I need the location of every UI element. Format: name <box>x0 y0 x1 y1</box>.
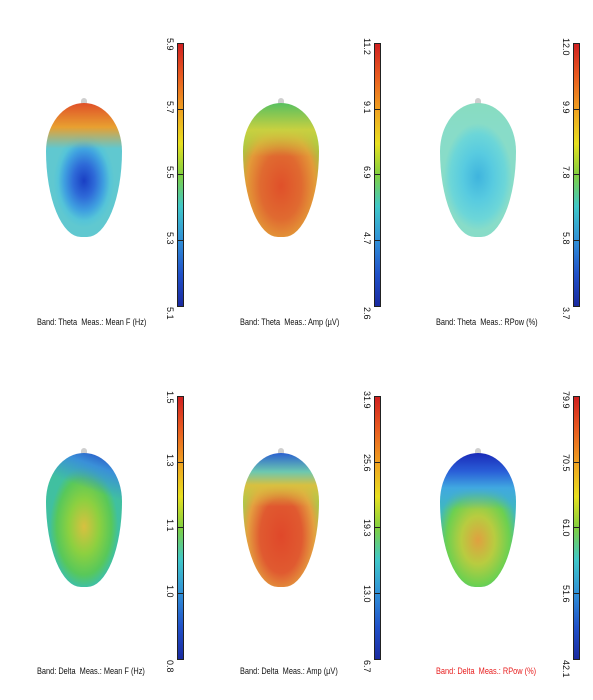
scalp-topomap <box>440 453 516 587</box>
color-scale-tick-label: 5.1 <box>165 307 175 320</box>
color-scale-tick-mark <box>178 527 183 528</box>
head-nose-marker <box>475 448 481 455</box>
color-scale-tick-label: 9.1 <box>362 100 372 114</box>
color-scale-tick-label: 1.5 <box>165 391 175 404</box>
caption-band: Band: Theta <box>240 317 281 327</box>
color-scale-tick-mark <box>574 461 579 463</box>
scalp-topomap <box>243 453 319 587</box>
color-scale-tick-label: 19.3 <box>362 519 372 537</box>
color-scale-tick-label: 1.3 <box>165 453 175 467</box>
color-scale-tick-label: 79.9 <box>561 391 571 409</box>
color-scale-tick-mark <box>375 527 380 528</box>
color-scale-bar <box>573 396 580 660</box>
color-scale-tick-label: 7.8 <box>561 166 571 179</box>
caption-measure: Meas.: Amp (µV) <box>284 317 340 327</box>
map-caption: Band: Delta Meas.: RPow (%) <box>436 666 536 676</box>
color-scale-tick-mark <box>178 239 183 241</box>
color-scale-tick-label: 5.7 <box>165 100 175 114</box>
color-scale-tick-mark <box>375 174 380 175</box>
scalp-topomap <box>440 103 516 237</box>
color-scale-bar <box>177 396 184 660</box>
color-scale-tick-mark <box>375 461 380 463</box>
color-scale-tick-label: 31.9 <box>362 391 372 409</box>
color-scale-tick-mark <box>178 108 183 110</box>
caption-measure: Meas.: Mean F (Hz) <box>79 666 145 676</box>
map-caption: Band: Theta Meas.: Mean F (Hz) <box>37 317 146 327</box>
color-scale-tick-label: 5.9 <box>165 38 175 51</box>
color-scale-tick-mark <box>375 239 380 241</box>
scalp-topomap <box>46 453 122 587</box>
color-scale-tick-mark <box>574 174 579 175</box>
head-nose-marker <box>475 98 481 105</box>
color-scale-tick-label: 5.8 <box>561 231 571 245</box>
color-scale-tick-label: 13.0 <box>362 584 372 603</box>
color-scale-tick-mark <box>375 592 380 594</box>
color-scale-tick-label: 9.9 <box>561 100 571 114</box>
map-caption: Band: Delta Meas.: Mean F (Hz) <box>37 666 145 676</box>
map-caption: Band: Theta Meas.: Amp (µV) <box>240 317 339 327</box>
head-nose-marker <box>278 98 284 105</box>
color-scale-bar <box>573 43 580 307</box>
color-scale-tick-label: 0.8 <box>165 660 175 673</box>
color-scale-tick-label: 70.5 <box>561 453 571 472</box>
caption-band: Band: Delta <box>240 666 279 676</box>
color-scale-tick-label: 61.0 <box>561 519 571 537</box>
scalp-topomap <box>46 103 122 237</box>
caption-band: Band: Theta <box>37 317 78 327</box>
color-scale-tick-mark <box>178 592 183 594</box>
head-nose-marker <box>81 448 87 455</box>
color-scale-tick-label: 25.6 <box>362 453 372 472</box>
caption-band: Band: Delta <box>436 666 475 676</box>
color-scale-tick-label: 4.7 <box>362 231 372 245</box>
color-scale-tick-label: 1.1 <box>165 519 175 532</box>
color-scale-tick-label: 12.0 <box>561 38 571 56</box>
head-nose-marker <box>278 448 284 455</box>
color-scale-tick-mark <box>574 527 579 528</box>
color-scale-tick-label: 11.2 <box>362 38 372 55</box>
color-scale-tick-mark <box>375 108 380 110</box>
caption-measure: Meas.: Amp (µV) <box>282 666 338 676</box>
color-scale-tick-label: 2.6 <box>362 307 372 320</box>
color-scale-bar <box>374 396 381 660</box>
color-scale-tick-label: 6.7 <box>362 660 372 673</box>
color-scale-tick-mark <box>574 108 579 110</box>
caption-band: Band: Theta <box>436 317 477 327</box>
head-nose-marker <box>81 98 87 105</box>
map-caption: Band: Theta Meas.: RPow (%) <box>436 317 538 327</box>
color-scale-tick-mark <box>178 174 183 175</box>
caption-measure: Meas.: RPow (%) <box>480 317 538 327</box>
map-caption: Band: Delta Meas.: Amp (µV) <box>240 666 338 676</box>
color-scale-tick-label: 5.3 <box>165 231 175 245</box>
color-scale-tick-label: 6.9 <box>362 166 372 179</box>
color-scale-bar <box>374 43 381 307</box>
color-scale-tick-label: 1.0 <box>165 584 175 598</box>
color-scale-tick-mark <box>574 592 579 594</box>
color-scale-tick-label: 51.6 <box>561 584 571 603</box>
color-scale-tick-label: 5.5 <box>165 166 175 179</box>
color-scale-tick-label: 3.7 <box>561 307 571 320</box>
caption-band: Band: Delta <box>37 666 76 676</box>
caption-measure: Meas.: RPow (%) <box>478 666 537 676</box>
color-scale-tick-label: 42.1 <box>561 660 571 678</box>
caption-measure: Meas.: Mean F (Hz) <box>81 317 147 327</box>
scalp-topomap <box>243 103 319 237</box>
color-scale-bar <box>177 43 184 307</box>
color-scale-tick-mark <box>574 239 579 241</box>
color-scale-tick-mark <box>178 461 183 463</box>
